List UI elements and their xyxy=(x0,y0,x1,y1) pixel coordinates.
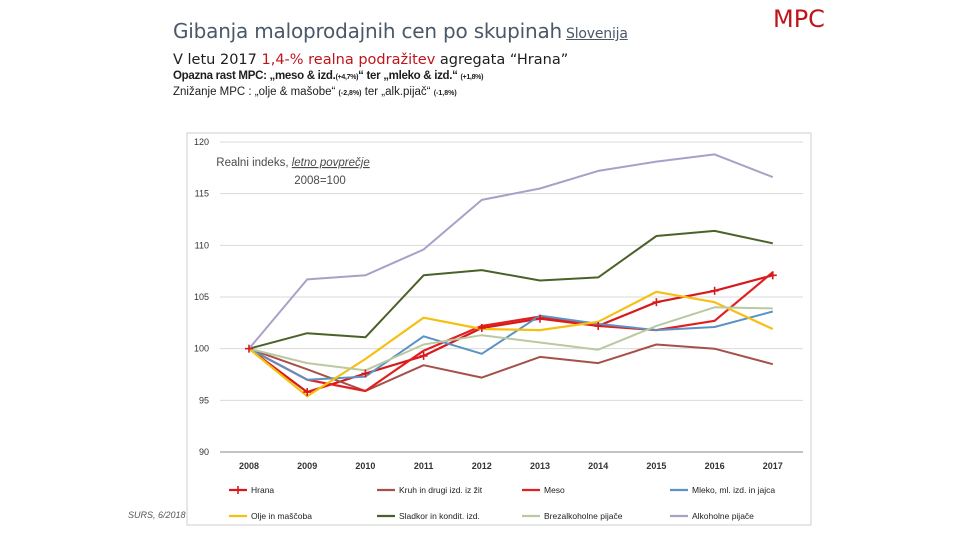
hrana-point xyxy=(245,344,253,353)
legend-item-2: Meso xyxy=(522,485,565,495)
legend-label: Sladkor in kondit. izd. xyxy=(399,511,480,521)
chart-annotation-pre: Realni indeks, xyxy=(216,157,291,169)
hrana-point xyxy=(303,388,312,397)
legend-item-0: Hrana xyxy=(229,485,274,495)
legend-item-7: Alkoholne pijače xyxy=(670,511,754,521)
decline-note-b-value: (-1,8%) xyxy=(433,90,457,97)
legend-label: Olje in maščoba xyxy=(251,511,312,521)
legend-label: Brezalkoholne pijače xyxy=(544,511,623,521)
y-tick-label: 100 xyxy=(194,344,209,354)
chart-annotation-line2: 2008=100 xyxy=(294,175,346,187)
growth-note-b-value: (+1,8%) xyxy=(460,74,484,81)
brand-logo: MPC xyxy=(773,5,825,33)
country-link[interactable]: Slovenija xyxy=(566,26,628,42)
series-line-1 xyxy=(248,343,774,392)
decline-note: Znižanje MPC : „olje & mašobe“ (-2,8%) t… xyxy=(173,86,457,98)
x-tick-label: 2009 xyxy=(297,461,317,471)
x-tick-label: 2011 xyxy=(414,461,434,471)
chart-annotation-em: letno povprečje xyxy=(292,157,370,169)
hrana-point xyxy=(652,298,661,307)
y-tick-label: 105 xyxy=(194,292,209,302)
x-tick-label: 2012 xyxy=(472,461,492,471)
subtitle-highlight: 1,4-% realna podražitev xyxy=(261,52,436,68)
legend-item-3: Mleko, ml. izd. in jajca xyxy=(670,485,775,495)
legend-label: Kruh in drugi izd. iz žit xyxy=(399,485,483,495)
legend-item-4: Olje in maščoba xyxy=(229,511,312,521)
x-tick-label: 2010 xyxy=(355,461,375,471)
legend-item-5: Sladkor in kondit. izd. xyxy=(377,511,480,521)
y-tick-label: 115 xyxy=(195,189,209,199)
hrana-point xyxy=(768,271,777,280)
growth-note-a: Opazna rast MPC: „meso & izd. xyxy=(173,70,336,82)
decline-note-a-value: (-2,8%) xyxy=(338,90,362,97)
chart-annotation-line1: Realni indeks, letno povprečje xyxy=(216,157,369,169)
y-tick-label: 120 xyxy=(194,137,209,147)
source-note: SURS, 6/2018 xyxy=(128,510,186,520)
growth-note-a-value: (+4,7%) xyxy=(335,74,359,81)
hrana-point xyxy=(710,286,719,295)
legend-label: Mleko, ml. izd. in jajca xyxy=(692,485,775,495)
series-line-6 xyxy=(248,306,773,372)
legend-label: Meso xyxy=(544,485,565,495)
series-line-4 xyxy=(248,290,774,398)
series-line-2 xyxy=(248,271,774,393)
hrana-point xyxy=(536,314,544,323)
y-axis: 90 95 100 105 110 115 120 xyxy=(194,137,209,457)
page-title: Gibanja maloprodajnih cen po skupinah Slo… xyxy=(173,19,628,43)
hrana-point xyxy=(594,321,603,330)
chart-legend: Hrana Kruh in drugi izd. iz žit Meso Mleko,… xyxy=(229,485,775,521)
legend-label: Alkoholne pijače xyxy=(692,511,754,521)
subtitle: V letu 2017 1,4-% realna podražitev agre… xyxy=(173,52,568,68)
chart-series xyxy=(245,153,777,398)
decline-note-b: ter „alk.pijač“ xyxy=(361,86,434,98)
title-text: Gibanja maloprodajnih cen po skupinah xyxy=(173,19,563,43)
x-tick-label: 2015 xyxy=(646,461,666,471)
hrana-point xyxy=(361,369,370,378)
chart-frame xyxy=(186,132,812,526)
growth-note: Opazna rast MPC: „meso & izd.(+4,7%)“ te… xyxy=(173,70,483,82)
x-tick-label: 2016 xyxy=(705,461,725,471)
legend-item-6: Brezalkoholne pijače xyxy=(522,511,623,521)
legend-label: Hrana xyxy=(251,485,274,495)
legend-item-1: Kruh in drugi izd. iz žit xyxy=(377,485,483,495)
x-tick-label: 2008 xyxy=(239,461,259,471)
decline-note-a: Znižanje MPC : „olje & mašobe“ xyxy=(173,86,339,98)
subtitle-post: agregata “Hrana” xyxy=(435,52,569,68)
series-line-5 xyxy=(248,229,774,350)
growth-note-b: “ ter „mleko & izd.“ xyxy=(358,70,461,82)
y-tick-label: 95 xyxy=(199,395,209,405)
y-tick-label: 110 xyxy=(195,240,209,250)
y-tick-label: 90 xyxy=(199,447,209,457)
series-line-7 xyxy=(248,153,774,350)
hrana-point xyxy=(477,324,486,332)
x-axis: 2008 2009 2010 2011 2012 2013 2014 2015 2016 2017 xyxy=(220,451,803,471)
x-tick-label: 2017 xyxy=(763,461,783,471)
hrana-point xyxy=(419,351,428,360)
x-tick-label: 2014 xyxy=(588,461,608,471)
chart-grid xyxy=(220,141,803,453)
subtitle-pre: V letu 2017 xyxy=(173,52,262,68)
x-tick-label: 2013 xyxy=(530,461,550,471)
